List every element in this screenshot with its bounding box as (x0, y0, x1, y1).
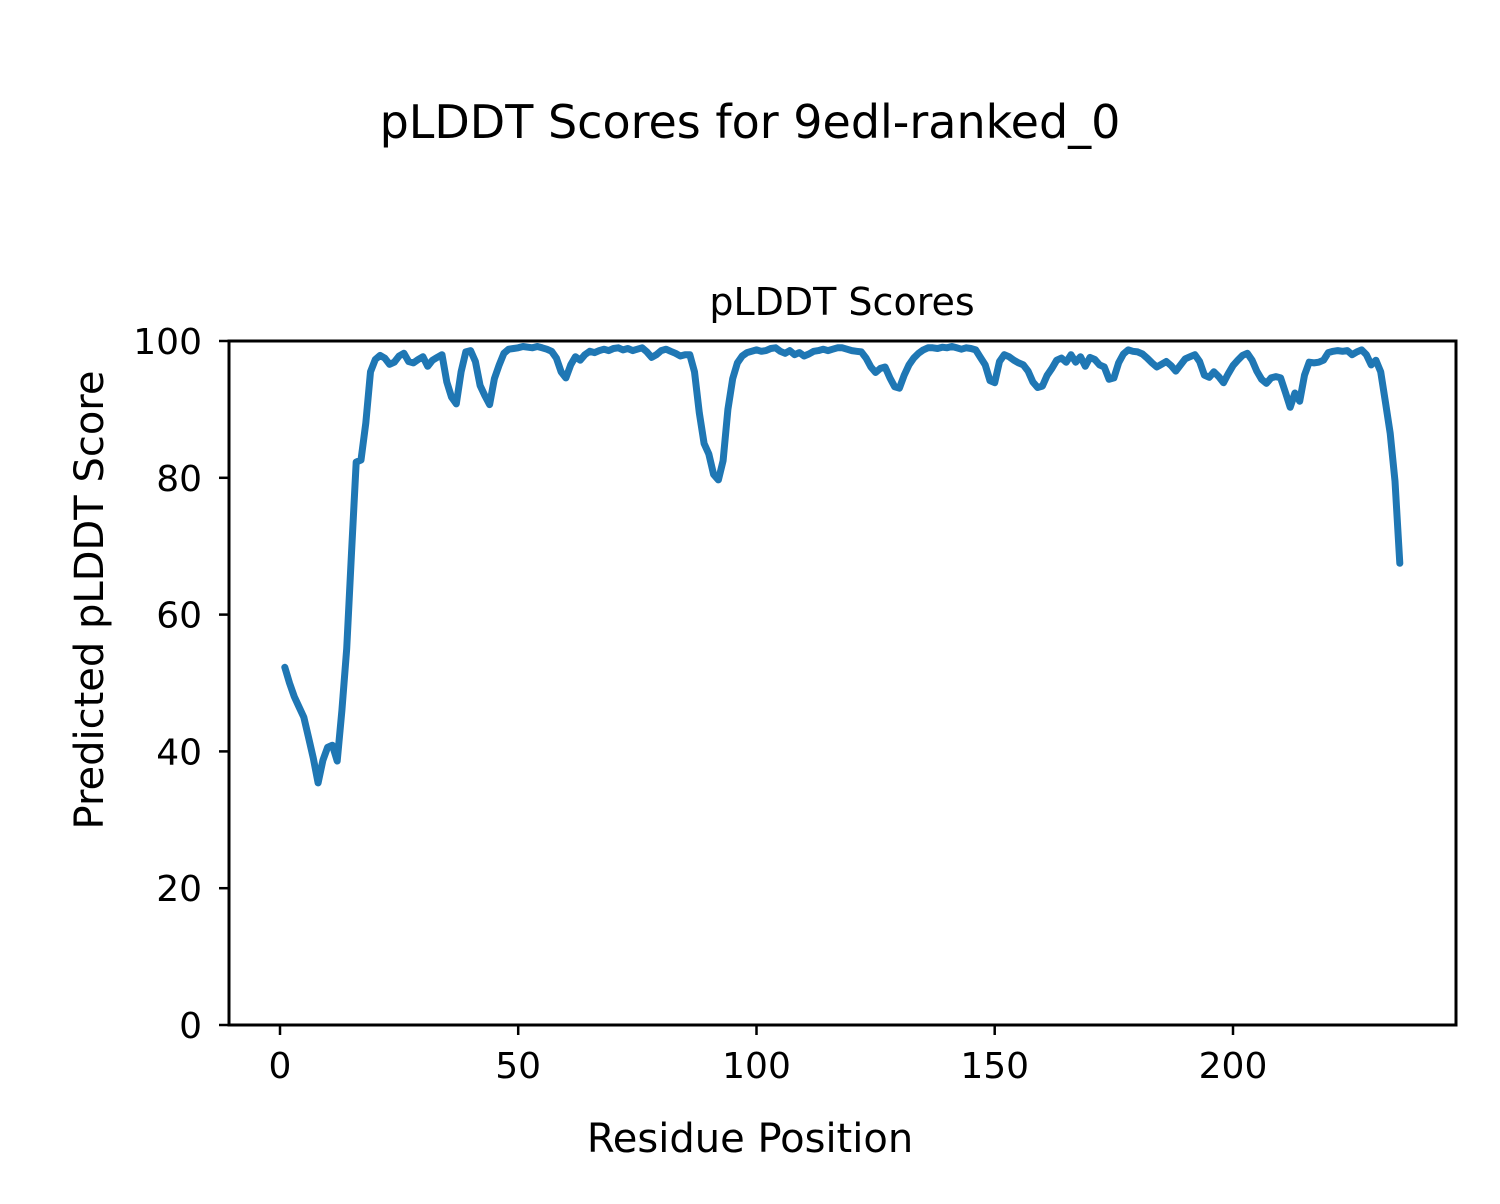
y-tick-label: 40 (156, 732, 202, 773)
y-tick-label: 20 (156, 869, 202, 910)
y-tick-label: 100 (133, 322, 202, 363)
y-tick-label: 80 (156, 459, 202, 500)
y-tick-label: 60 (156, 596, 202, 637)
plddt-line-series (281, 343, 1404, 787)
plot-area-border (227, 339, 1458, 1027)
x-axis-label: Residue Position (587, 1116, 913, 1162)
x-tick-label: 200 (1199, 1046, 1268, 1087)
figure-title: pLDDT Scores for 9edl-ranked_0 (380, 95, 1121, 149)
y-tick-label: 0 (179, 1006, 202, 1047)
x-tick-label: 50 (495, 1046, 541, 1087)
x-axis-ticks: 0 50 100 150 200 (269, 1025, 1268, 1087)
x-tick-label: 150 (960, 1046, 1029, 1087)
x-tick-label: 100 (722, 1046, 791, 1087)
y-axis-ticks: 0 20 40 60 80 100 (133, 322, 229, 1047)
x-tick-label: 0 (269, 1046, 292, 1087)
axes-title: pLDDT Scores (709, 280, 974, 324)
y-axis-label: Predicted pLDDT Score (67, 371, 113, 830)
